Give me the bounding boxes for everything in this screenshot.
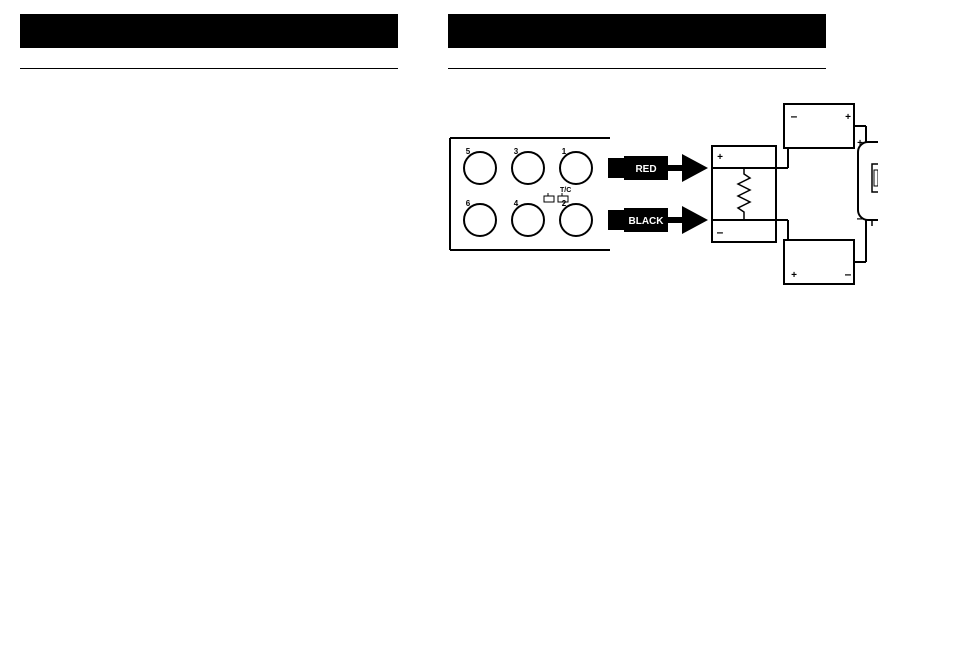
- svg-text:–: –: [857, 211, 864, 225]
- svg-text:RED: RED: [635, 164, 656, 175]
- wiring-diagram: 5 3 1 6 4 2 T/C RED BLACK + – – + + – + –: [448, 98, 878, 288]
- section-header-left: [20, 14, 398, 48]
- svg-text:5: 5: [466, 147, 471, 156]
- divider-rule-left: [20, 68, 398, 69]
- svg-text:1: 1: [562, 147, 567, 156]
- svg-text:BLACK: BLACK: [629, 216, 665, 227]
- svg-text:–: –: [845, 267, 852, 281]
- svg-text:+: +: [717, 152, 723, 163]
- svg-text:+: +: [845, 112, 851, 123]
- svg-text:+: +: [791, 270, 797, 281]
- svg-text:–: –: [717, 225, 724, 239]
- svg-text:T/C: T/C: [560, 187, 571, 194]
- svg-text:+: +: [857, 138, 863, 149]
- svg-text:–: –: [791, 109, 798, 123]
- svg-text:3: 3: [514, 147, 519, 156]
- section-header-right: [448, 14, 826, 48]
- svg-text:6: 6: [466, 199, 471, 208]
- svg-text:2: 2: [562, 199, 567, 208]
- svg-text:4: 4: [514, 199, 519, 208]
- divider-rule-right: [448, 68, 826, 69]
